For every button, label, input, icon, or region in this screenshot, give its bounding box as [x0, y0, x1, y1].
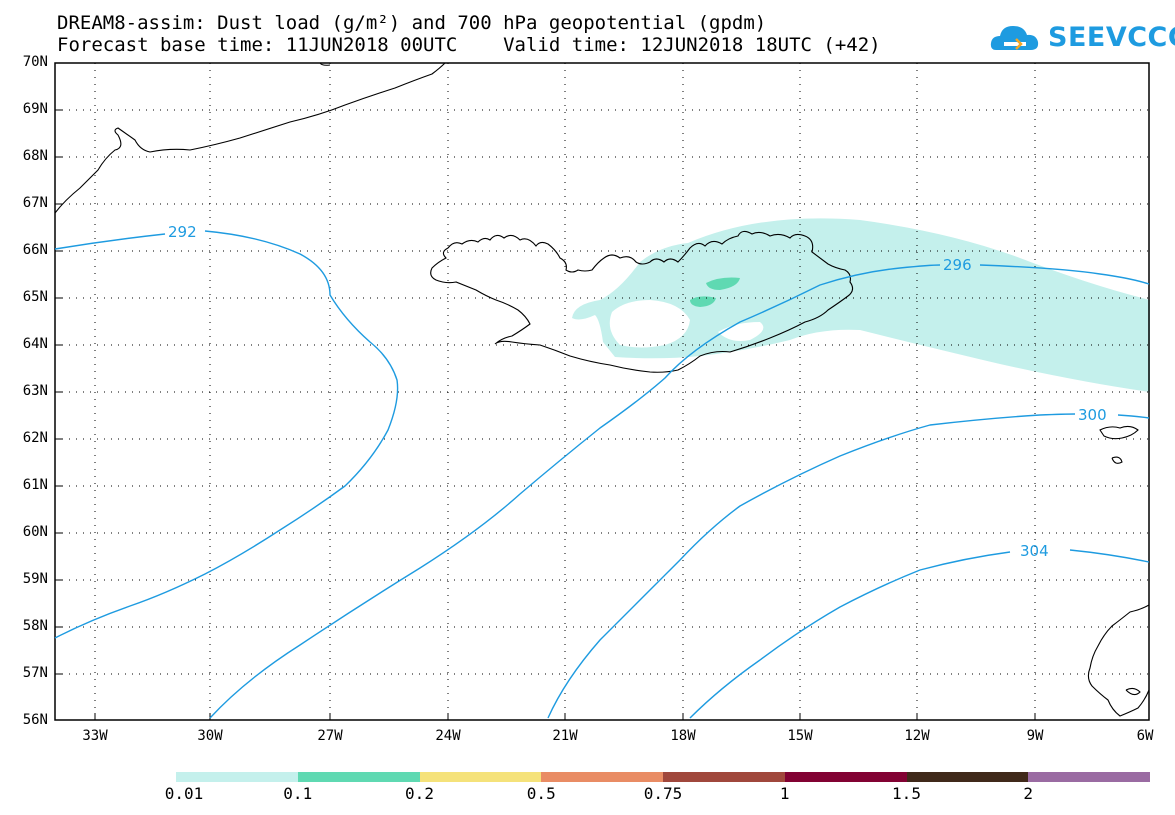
contour-label-300: 300: [1078, 406, 1107, 424]
graticule: [55, 63, 1149, 720]
lon-label: 27W: [317, 728, 343, 744]
contour-304: [689, 549, 1150, 719]
lat-label: 59N: [22, 571, 48, 587]
lon-label: 15W: [787, 728, 813, 744]
lat-label: 66N: [22, 242, 48, 258]
dust-patch-medium-2: [690, 296, 716, 307]
colorbar-label: 1.5: [892, 784, 921, 803]
colorbar-segment: [419, 772, 542, 782]
colorbar-label: 0.2: [405, 784, 434, 803]
coast-faroe: [1099, 425, 1139, 440]
lat-label: 68N: [22, 148, 48, 164]
lat-label: 60N: [22, 524, 48, 540]
chart-title: DREAM8-assim: Dust load (g/m²) and 700 h…: [57, 12, 767, 34]
geopotential-contours: [54, 230, 1150, 719]
lat-label: 62N: [22, 430, 48, 446]
dust-plume-gap-2: [718, 322, 764, 341]
colorbar-segment: [297, 772, 420, 782]
lat-label: 69N: [22, 101, 48, 117]
colorbar-segment: [541, 772, 663, 782]
colorbar-segment: [1028, 772, 1150, 782]
lon-label: 6W: [1136, 728, 1154, 744]
contour-296: [209, 264, 1150, 719]
dust-patch-medium-1: [706, 277, 740, 290]
colorbar-segment: [176, 772, 298, 782]
lat-label: 70N: [22, 54, 48, 70]
colorbar-label: 0.75: [643, 784, 683, 803]
colorbar-label: 0.01: [164, 784, 204, 803]
lat-label: 61N: [22, 477, 48, 493]
axis-ticks: [55, 62, 1036, 720]
dust-plume-gap: [609, 300, 690, 348]
lon-label: 30W: [197, 728, 223, 744]
lon-label: 9W: [1026, 728, 1044, 744]
chart-subtitle-times: Forecast base time: 11JUN2018 00UTC Vali…: [57, 34, 881, 56]
coast-scotland: [1087, 604, 1150, 717]
lon-label: 33W: [82, 728, 108, 744]
lon-label: 12W: [904, 728, 930, 744]
colorbar-label: 0.1: [283, 784, 313, 803]
lat-label: 64N: [22, 336, 48, 352]
coast-greenland: [54, 62, 446, 214]
coastlines: [54, 62, 1150, 717]
contour-label-292: 292: [168, 223, 197, 241]
seevccc-cloud-logo-icon: [990, 26, 1039, 50]
colorbar-segment: [784, 772, 907, 782]
colorbar-segment: [906, 772, 1029, 782]
contour-292: [54, 230, 399, 639]
lat-label: 57N: [22, 665, 48, 681]
colorbar-segment: [663, 772, 785, 782]
contour-300: [547, 413, 1150, 719]
colorbar-label: 0.5: [526, 784, 556, 803]
colorbar-label: 1: [779, 784, 790, 803]
lat-label: 67N: [22, 195, 48, 211]
contour-label-304: 304: [1020, 542, 1049, 560]
contour-label-296: 296: [943, 256, 972, 274]
colorbar-label: 2: [1023, 784, 1034, 803]
dust-plume-light: [572, 218, 1150, 392]
lat-label: 63N: [22, 383, 48, 399]
dust-load-colorbar: [176, 772, 1150, 782]
coast-iceland: [430, 230, 854, 373]
lat-label: 58N: [22, 618, 48, 634]
lon-label: 21W: [552, 728, 578, 744]
lon-label: 18W: [670, 728, 696, 744]
lon-label: 24W: [435, 728, 461, 744]
logo-text: SEEVCCC: [1048, 22, 1175, 53]
lat-label: 56N: [22, 712, 48, 728]
lat-label: 65N: [22, 289, 48, 305]
